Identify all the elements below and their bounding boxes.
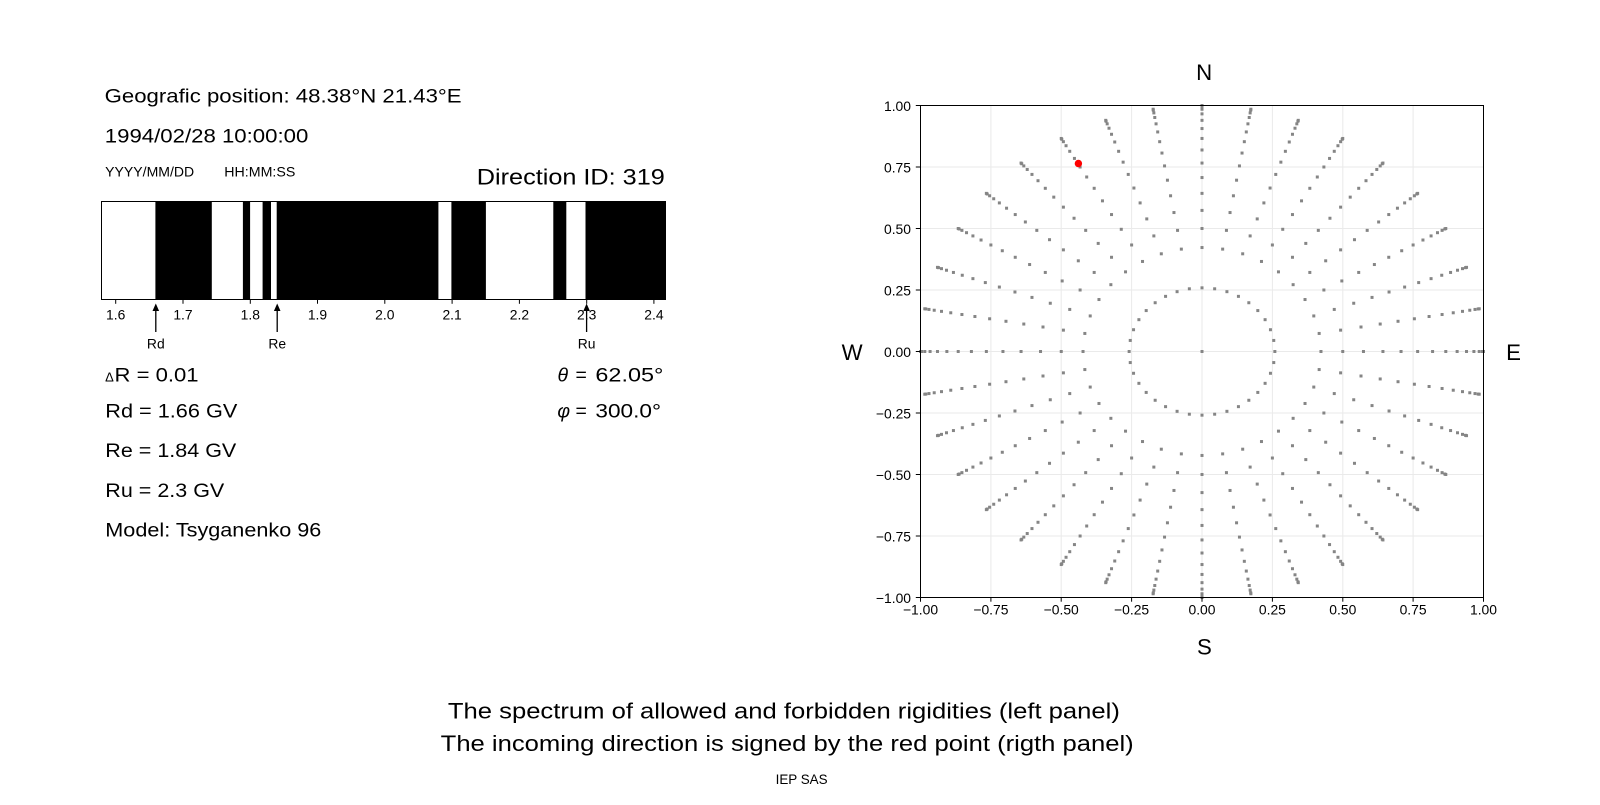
svg-text:0.00: 0.00 — [884, 344, 911, 360]
svg-text:2.1: 2.1 — [442, 307, 462, 323]
svg-text:1.00: 1.00 — [1470, 601, 1497, 617]
svg-text:Rd: Rd — [147, 336, 165, 352]
svg-text:1.6: 1.6 — [106, 307, 126, 323]
svg-text:E: E — [1506, 340, 1521, 365]
svg-text:Re = 1.84 GV: Re = 1.84 GV — [105, 440, 236, 462]
svg-text:0.50: 0.50 — [884, 221, 911, 237]
svg-text:W: W — [842, 340, 863, 365]
svg-text:−0.75: −0.75 — [876, 528, 911, 544]
svg-text:The incoming direction is sign: The incoming direction is signed by the … — [441, 731, 1134, 756]
svg-text:Rd = 1.66 GV: Rd = 1.66 GV — [105, 400, 237, 422]
svg-text:The spectrum of allowed and fo: The spectrum of allowed and forbidden ri… — [448, 699, 1120, 724]
svg-text:HH:MM:SS: HH:MM:SS — [224, 163, 295, 179]
svg-text:−0.25: −0.25 — [876, 405, 911, 421]
svg-text:Ru: Ru — [578, 336, 596, 352]
svg-text:−1.00: −1.00 — [903, 601, 938, 617]
svg-text:1.7: 1.7 — [173, 307, 193, 323]
svg-text:Ru = 2.3 GV: Ru = 2.3 GV — [105, 480, 224, 502]
svg-text:0.00: 0.00 — [1188, 601, 1215, 617]
svg-text:θ=62.05°: θ = 62.05° — [558, 364, 664, 386]
svg-text:IEP SAS: IEP SAS — [776, 771, 828, 787]
svg-text:−0.50: −0.50 — [1044, 601, 1079, 617]
svg-text:ΔR = 0.01: ΔR = 0.01 — [105, 364, 199, 386]
svg-text:2.0: 2.0 — [375, 307, 395, 323]
svg-text:S: S — [1197, 635, 1212, 660]
svg-text:2.4: 2.4 — [644, 307, 664, 323]
svg-text:0.75: 0.75 — [1400, 601, 1427, 617]
svg-text:1.9: 1.9 — [308, 307, 328, 323]
svg-text:1994/02/28 10:00:00: 1994/02/28 10:00:00 — [105, 125, 309, 147]
svg-text:1.00: 1.00 — [884, 98, 911, 114]
svg-text:1.8: 1.8 — [241, 307, 261, 323]
svg-text:YYYY/MM/DD: YYYY/MM/DD — [105, 163, 194, 179]
svg-text:−0.50: −0.50 — [876, 467, 911, 483]
svg-text:0.25: 0.25 — [884, 282, 911, 298]
svg-text:N: N — [1196, 60, 1212, 85]
svg-text:Geografic position: 48.38°N 21: Geografic position: 48.38°N 21.43°E — [105, 85, 462, 107]
svg-text:0.25: 0.25 — [1259, 601, 1286, 617]
svg-text:Direction ID: 319: Direction ID: 319 — [477, 164, 665, 189]
svg-text:2.2: 2.2 — [510, 307, 530, 323]
svg-text:0.50: 0.50 — [1329, 601, 1356, 617]
svg-text:−0.75: −0.75 — [973, 601, 1008, 617]
svg-text:−0.25: −0.25 — [1114, 601, 1149, 617]
svg-text:0.75: 0.75 — [884, 159, 911, 175]
svg-text:Model: Tsyganenko 96: Model: Tsyganenko 96 — [105, 520, 321, 542]
svg-text:−1.00: −1.00 — [876, 590, 911, 606]
svg-text:Re: Re — [268, 336, 286, 352]
svg-text:φ=300.0°: φ = 300.0° — [557, 400, 661, 422]
